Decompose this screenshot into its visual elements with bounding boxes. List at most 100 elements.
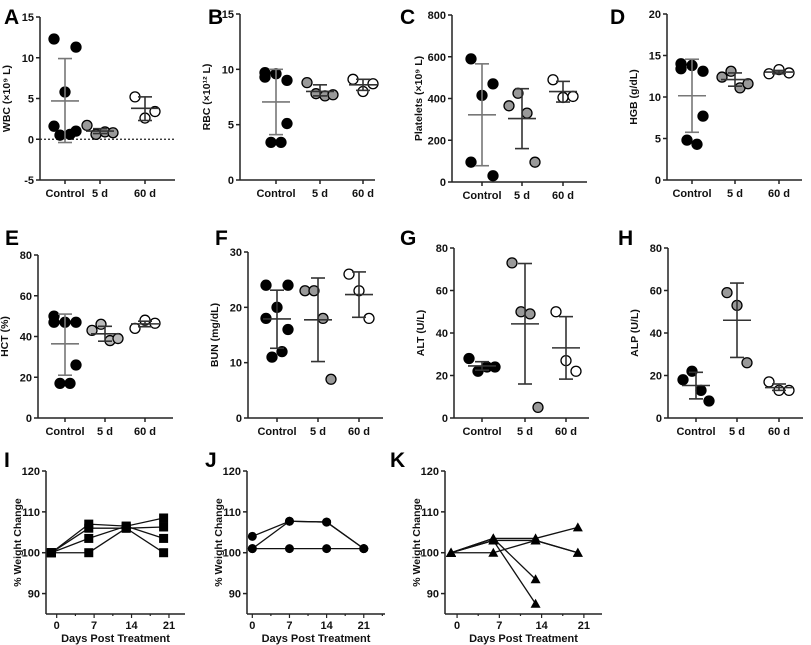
data-point <box>54 129 66 141</box>
data-point <box>524 308 536 320</box>
y-tick-label: 15 <box>649 51 661 63</box>
data-point <box>284 516 294 526</box>
data-point <box>48 33 60 45</box>
x-tick-label: 5 d <box>310 426 326 438</box>
y-tick-label: 100 <box>22 548 40 560</box>
data-point <box>54 377 66 390</box>
panel-label: D <box>610 6 625 29</box>
x-tick-label: 21 <box>578 620 590 632</box>
y-axis-label: ALP (U/L) <box>629 309 641 357</box>
data-point <box>487 170 499 182</box>
x-tick-label: 7 <box>496 620 502 632</box>
data-point <box>281 117 293 130</box>
x-tick-label: Control <box>45 188 84 200</box>
data-point <box>112 332 124 345</box>
y-tick-label: 20 <box>649 9 661 21</box>
series-line <box>50 526 164 554</box>
y-tick-label: 0 <box>440 177 446 189</box>
panel-label: K <box>390 449 405 472</box>
data-point <box>322 517 332 527</box>
y-tick-label: 0 <box>655 175 661 187</box>
x-tick-label: Control <box>462 426 501 438</box>
y-tick-label: 5 <box>655 134 661 146</box>
data-point <box>675 63 687 75</box>
data-point <box>84 548 94 558</box>
x-tick-label: 0 <box>54 620 60 632</box>
panel-G: G 0 20 40 60 80 ALT (U/L) Control 5 d 60 d <box>400 227 589 438</box>
data-point <box>572 547 583 557</box>
data-point <box>121 523 131 533</box>
data-point <box>282 323 294 336</box>
data-point <box>465 156 477 168</box>
data-point <box>530 598 541 608</box>
data-point <box>703 395 715 407</box>
data-point <box>463 352 475 365</box>
x-tick-label: 5 d <box>727 188 743 200</box>
y-tick-label: 20 <box>650 371 662 383</box>
x-tick-label: 60 d <box>134 426 156 438</box>
x-axis-label: Days Post Treatment <box>61 633 170 645</box>
x-tick-label: Control <box>257 426 296 438</box>
panel-label: I <box>4 449 10 472</box>
x-tick-label: 7 <box>91 620 97 632</box>
data-point <box>677 374 689 386</box>
data-point <box>70 316 82 328</box>
data-point <box>282 279 294 291</box>
data-point <box>159 548 169 558</box>
y-tick-label: 110 <box>223 507 241 519</box>
y-tick-label: 15 <box>222 9 234 21</box>
y-tick-label: 80 <box>20 250 32 262</box>
data-point <box>284 544 294 554</box>
data-point <box>107 127 119 139</box>
data-point <box>697 65 709 77</box>
data-point <box>247 544 257 554</box>
y-tick-label: 10 <box>222 64 234 76</box>
data-point <box>572 522 583 532</box>
x-tick-label: 60 d <box>552 190 574 202</box>
data-point <box>363 312 375 325</box>
y-tick-label: 120 <box>223 466 241 478</box>
x-tick-label: 5 d <box>97 426 113 438</box>
data-point <box>570 365 582 377</box>
x-tick-label: Control <box>256 188 295 200</box>
x-tick-label: 0 <box>454 620 460 632</box>
panel-label: G <box>400 227 416 250</box>
data-point <box>741 357 753 369</box>
x-tick-label: 60 d <box>352 188 374 200</box>
x-tick-label: 14 <box>320 620 333 632</box>
data-point <box>488 547 499 557</box>
data-point <box>530 574 541 584</box>
data-point <box>322 544 332 554</box>
panel-E: E 0 20 40 60 80 HCT (%) Control 5 d 60 d <box>0 227 173 438</box>
data-point <box>721 286 733 299</box>
data-point <box>686 365 698 377</box>
panel-label: H <box>618 227 633 250</box>
data-point <box>488 535 499 545</box>
data-point <box>64 377 76 390</box>
data-point <box>159 513 169 523</box>
data-point <box>567 90 579 103</box>
x-tick-label: 21 <box>163 620 175 632</box>
x-tick-label: 5 d <box>729 426 745 438</box>
y-tick-label: 110 <box>421 507 439 519</box>
x-tick-label: 5 d <box>92 188 108 200</box>
y-axis-label: % Weight Change <box>213 498 225 587</box>
data-point <box>84 523 94 533</box>
y-tick-label: 5 <box>228 120 234 132</box>
data-point <box>367 78 379 90</box>
data-point <box>159 533 169 543</box>
data-point <box>681 134 693 146</box>
data-point <box>716 71 728 83</box>
x-axis-label: Days Post Treatment <box>262 633 371 645</box>
data-point <box>725 65 737 77</box>
data-point <box>159 522 169 532</box>
data-point <box>506 257 518 269</box>
panel-C: C 0 200 400 600 800 Platelets (×10⁹ L) Control 5… <box>400 6 587 202</box>
data-point <box>529 156 541 168</box>
panel-H: H 0 20 40 60 80 ALP (U/L) Control 5 d 60 d <box>618 227 803 438</box>
y-tick-label: 0 <box>228 175 234 187</box>
data-point <box>530 535 541 545</box>
